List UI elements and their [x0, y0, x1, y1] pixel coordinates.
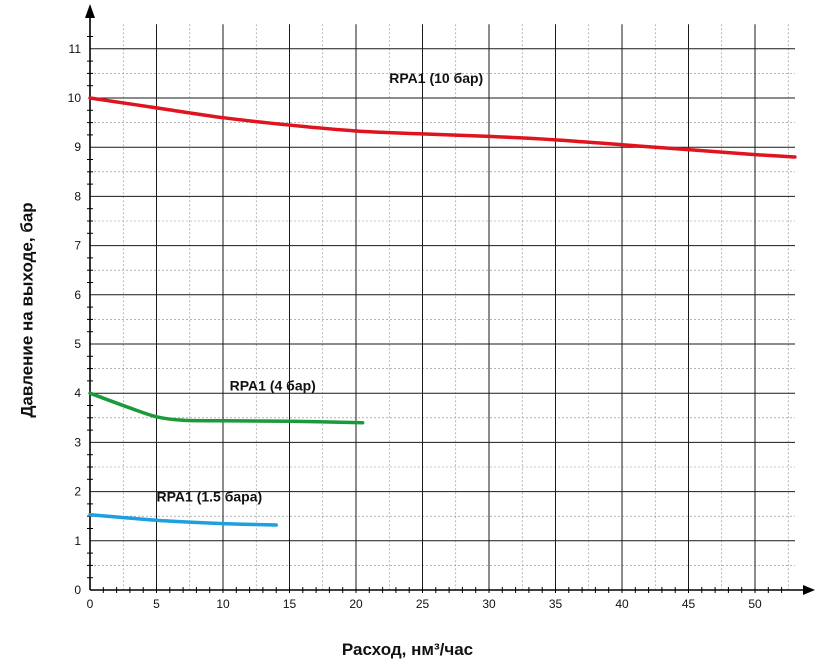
y-tick-label: 8 [74, 189, 81, 203]
y-tick-label: 10 [68, 91, 82, 105]
x-tick-label: 35 [549, 597, 563, 611]
y-tick-label: 1 [74, 534, 81, 548]
x-tick-label: 10 [216, 597, 230, 611]
y-axis-arrow [85, 4, 95, 18]
x-tick-label: 20 [349, 597, 363, 611]
x-tick-label: 5 [153, 597, 160, 611]
x-tick-label: 25 [416, 597, 430, 611]
y-axis-label: Давление на выходе, бар [18, 202, 38, 418]
series-line-1 [88, 96, 797, 159]
series-label-2: RPA1 (4 бар) [230, 378, 316, 394]
x-tick-label: 50 [748, 597, 762, 611]
y-tick-label: 7 [74, 239, 81, 253]
series-line-2 [88, 391, 365, 425]
y-tick-label: 6 [74, 288, 81, 302]
series-line-3 [88, 512, 278, 527]
x-tick-label: 40 [615, 597, 629, 611]
series-label-1: RPA1 (10 бар) [389, 70, 483, 86]
y-tick-label: 4 [74, 386, 81, 400]
x-tick-label: 30 [482, 597, 496, 611]
y-tick-label: 11 [69, 42, 82, 56]
x-tick-label: 0 [87, 597, 94, 611]
y-tick-label: 5 [74, 337, 81, 351]
x-tick-label: 45 [682, 597, 696, 611]
y-tick-label: 9 [74, 140, 81, 154]
y-tick-label: 3 [74, 435, 81, 449]
series-label-3: RPA1 (1.5 бара) [157, 488, 263, 504]
x-tick-label: 15 [283, 597, 297, 611]
x-axis-label: Расход, нм³/час [341, 640, 474, 659]
y-tick-label: 2 [74, 485, 81, 499]
y-axis-label-container: Давление на выходе, бар [8, 100, 48, 520]
x-axis-arrow [803, 585, 815, 595]
y-tick-label: 0 [74, 583, 81, 597]
